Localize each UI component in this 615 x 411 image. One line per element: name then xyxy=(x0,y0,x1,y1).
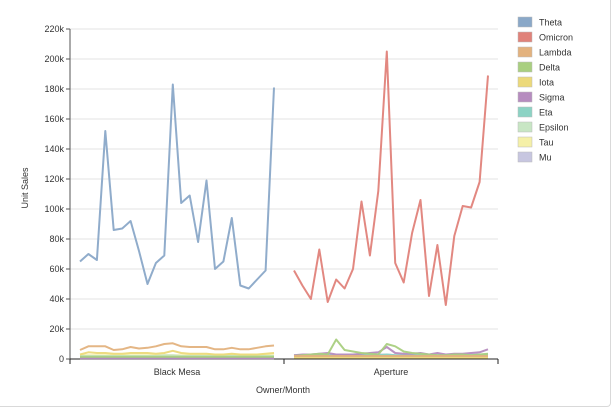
y-tick-label: 200k xyxy=(44,54,64,64)
series-lines xyxy=(79,50,489,360)
series-line-lambda xyxy=(79,342,275,351)
x-axis-categories: Black Mesa Aperture xyxy=(69,359,499,377)
legend-swatch-delta xyxy=(517,61,533,73)
legend: Theta Omicron Lambda Delta Iota Sigma Eta Epsil… xyxy=(517,16,573,163)
legend-label: Delta xyxy=(539,63,560,73)
legend-label: Eta xyxy=(539,108,553,118)
legend-label: Sigma xyxy=(539,93,565,103)
x-axis-title: Owner/Month xyxy=(256,385,310,395)
legend-label: Epsilon xyxy=(539,123,569,133)
y-axis-ticks: 0 20k 40k 60k 80k 100k 120k 140k 160k 180k 200k 220… xyxy=(44,24,70,364)
series-line-theta xyxy=(79,83,275,290)
legend-swatch-iota xyxy=(517,76,533,88)
legend-label: Omicron xyxy=(539,33,573,43)
y-tick-label: 40k xyxy=(49,294,64,304)
legend-swatch-theta xyxy=(517,16,533,28)
legend-swatch-epsilon xyxy=(517,121,533,133)
legend-label: Iota xyxy=(539,78,554,88)
y-axis-title: Unit Sales xyxy=(20,167,30,209)
x-category-label: Aperture xyxy=(374,367,409,377)
y-tick-label: 120k xyxy=(44,174,64,184)
legend-label: Lambda xyxy=(539,48,572,58)
y-tick-label: 140k xyxy=(44,144,64,154)
y-tick-label: 60k xyxy=(49,264,64,274)
legend-swatch-lambda xyxy=(517,46,533,58)
y-tick-label: 220k xyxy=(44,24,64,34)
legend-swatch-omicron xyxy=(517,31,533,43)
series-line-iota xyxy=(79,349,275,356)
grid-lines xyxy=(70,28,498,360)
legend-label: Theta xyxy=(539,18,562,28)
legend-swatch-tau xyxy=(517,136,533,148)
series-line-omicron xyxy=(293,50,489,306)
axes xyxy=(69,29,498,360)
y-tick-label: 180k xyxy=(44,84,64,94)
legend-swatch-eta xyxy=(517,106,533,118)
y-tick-label: 100k xyxy=(44,204,64,214)
x-category-label: Black Mesa xyxy=(154,367,201,377)
legend-swatch-sigma xyxy=(517,91,533,103)
y-tick-label: 0 xyxy=(59,354,64,364)
y-tick-label: 160k xyxy=(44,114,64,124)
y-tick-label: 20k xyxy=(49,324,64,334)
y-tick-label: 80k xyxy=(49,234,64,244)
legend-label: Tau xyxy=(539,138,554,148)
legend-swatch-mu xyxy=(517,151,533,163)
legend-label: Mu xyxy=(539,153,552,163)
series-line-delta xyxy=(293,338,489,357)
